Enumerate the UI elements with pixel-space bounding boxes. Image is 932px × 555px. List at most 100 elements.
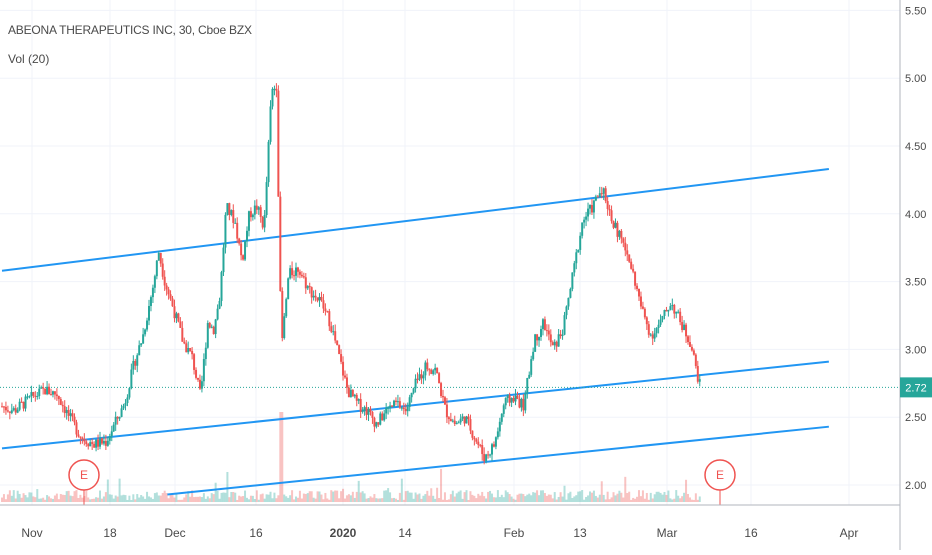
- candle-body: [326, 311, 329, 313]
- volume-bar: [673, 498, 676, 502]
- candle-body: [24, 396, 27, 409]
- volume-bar: [14, 498, 17, 502]
- volume-bar: [118, 478, 121, 502]
- candles: [1, 83, 701, 465]
- last-price-label: 2.72: [905, 382, 926, 394]
- volume-bar: [522, 494, 525, 502]
- volume-bar: [504, 490, 507, 502]
- volume-bar: [108, 494, 111, 502]
- volume-bar: [400, 478, 403, 502]
- volume-bar: [200, 497, 203, 502]
- volume-bar: [375, 498, 378, 502]
- candle-body: [140, 343, 143, 346]
- candle-body: [461, 416, 464, 419]
- volume-bar: [524, 496, 527, 502]
- candle-body: [543, 319, 546, 331]
- volume-bar: [447, 499, 450, 502]
- volume-bar: [93, 498, 96, 502]
- candle-body: [126, 397, 129, 404]
- candle-body: [14, 408, 17, 413]
- candle-body: [585, 216, 588, 220]
- volume-bar: [306, 493, 309, 502]
- volume-bar: [636, 496, 639, 502]
- volume-bar: [132, 494, 135, 502]
- candle-body: [475, 439, 478, 442]
- candle-body: [632, 268, 635, 272]
- last-price-badge: [900, 377, 932, 398]
- volume-bar: [487, 491, 490, 502]
- volume-bar: [618, 490, 621, 502]
- candle-body: [649, 334, 652, 336]
- candle-body: [393, 400, 395, 407]
- candle-body: [169, 294, 172, 299]
- candle-body: [232, 210, 235, 223]
- volume-bar: [541, 490, 544, 502]
- trend-lines[interactable]: [0, 168, 900, 496]
- candle-body: [363, 407, 366, 411]
- candle-body: [530, 359, 533, 375]
- candle-body: [618, 230, 621, 237]
- volume-bar: [122, 494, 125, 502]
- volume-bar: [479, 495, 482, 502]
- volume-bar: [512, 498, 515, 502]
- candle-body: [308, 286, 311, 288]
- candle-body: [643, 308, 646, 318]
- candle-body: [612, 221, 615, 228]
- candle-body: [418, 374, 421, 380]
- candle-body: [149, 297, 152, 306]
- candle-body: [238, 238, 241, 244]
- candle-body: [32, 392, 35, 396]
- volume-bar: [412, 498, 415, 502]
- candle-body: [677, 311, 680, 313]
- x-tick-label: 2020: [330, 526, 357, 540]
- candle-body: [589, 205, 591, 209]
- volume-bar: [77, 497, 80, 502]
- volume-bar: [36, 489, 39, 502]
- candle-body: [179, 321, 182, 328]
- candle-body: [67, 409, 70, 416]
- volume-bar: [690, 499, 693, 502]
- volume-bar: [224, 492, 227, 502]
- volume-bar: [206, 496, 209, 502]
- volume-bar: [202, 493, 205, 502]
- candle-body: [122, 405, 125, 409]
- volume-bar: [212, 494, 215, 502]
- candle-body: [298, 271, 301, 275]
- volume-bar: [85, 491, 88, 502]
- candle-body: [410, 392, 413, 398]
- candle-body: [63, 406, 66, 414]
- candle-body: [581, 222, 584, 236]
- candle-body: [306, 286, 309, 289]
- candle-body: [71, 413, 74, 417]
- volume-bar: [291, 490, 294, 502]
- volume-bar: [436, 487, 439, 502]
- candle-body: [371, 411, 374, 418]
- candle-body: [404, 408, 407, 412]
- candle-body: [647, 324, 650, 335]
- volume-bar: [569, 491, 572, 502]
- candle-body: [516, 395, 519, 399]
- volume-bar: [67, 490, 70, 502]
- candle-body: [200, 381, 203, 389]
- candle-body: [120, 408, 123, 417]
- volume-bar: [24, 495, 27, 502]
- volume-bar: [645, 492, 648, 502]
- volume-bar: [608, 499, 611, 502]
- volume-bar: [81, 497, 84, 502]
- candle-body: [249, 211, 252, 218]
- volume-bar: [293, 499, 296, 502]
- candle-body: [575, 252, 578, 264]
- candle-body: [34, 395, 37, 397]
- volume-bar: [193, 497, 196, 502]
- volume-bars: [1, 412, 701, 502]
- volume-bar: [685, 479, 688, 502]
- volume-bar: [169, 493, 172, 502]
- volume-bar: [316, 491, 319, 502]
- candle-body: [128, 388, 131, 398]
- volume-bar: [532, 492, 535, 502]
- volume-bar: [598, 494, 601, 502]
- volume-bar: [171, 494, 174, 502]
